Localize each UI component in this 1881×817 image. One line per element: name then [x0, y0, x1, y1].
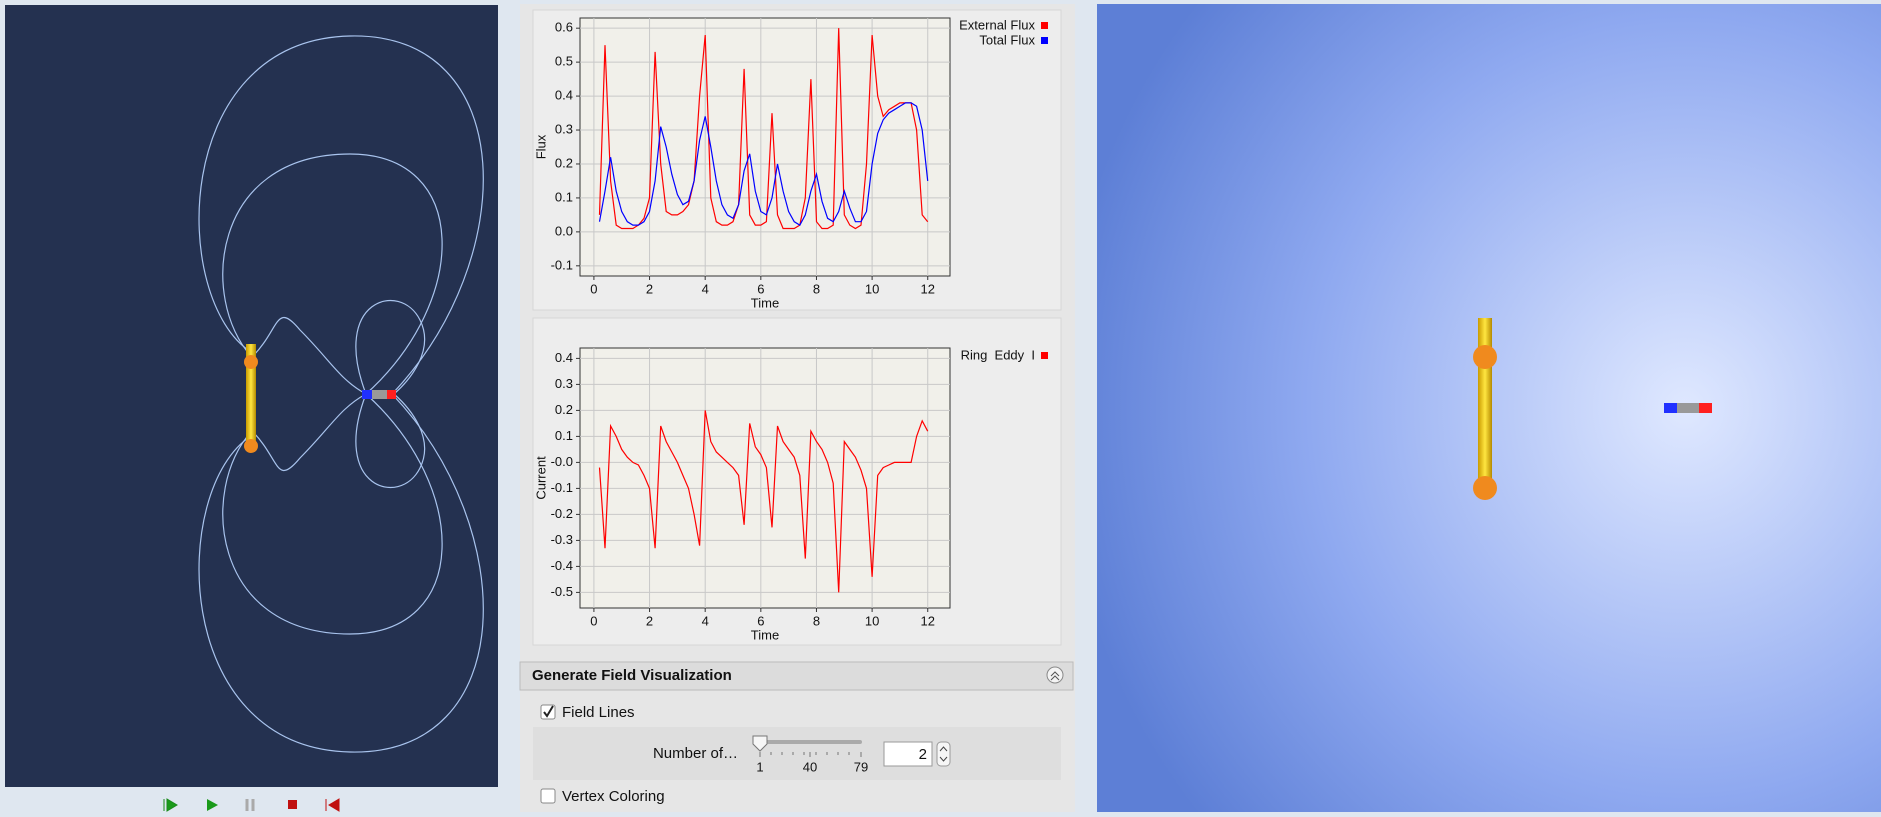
y-tick-label: 0.3 [555, 121, 573, 136]
y-tick-label: -0.2 [551, 506, 573, 521]
legend-label: Total Flux [979, 32, 1035, 47]
magnet-body [372, 390, 387, 399]
y-tick-label: 0.3 [555, 376, 573, 391]
y-tick-label: -0.0 [551, 454, 573, 469]
panel-header [519, 661, 1074, 691]
x-tick-label: 2 [646, 613, 653, 628]
legend-swatch [1041, 352, 1048, 359]
field-lines [198, 35, 484, 753]
slider-tick-label: 1 [756, 759, 763, 774]
y-tick-label: 0.6 [555, 20, 573, 35]
y-axis-label: Flux [533, 134, 548, 159]
legend-swatch [1041, 22, 1048, 29]
x-tick-label: 8 [813, 613, 820, 628]
x-tick-label: 12 [921, 613, 935, 628]
y-tick-label: 0.5 [555, 54, 573, 69]
y-axis-label: Current [533, 456, 548, 500]
x-tick-label: 12 [921, 281, 935, 296]
ring-rod [246, 344, 256, 446]
legend-swatch [1041, 37, 1048, 44]
checkmark [543, 705, 554, 718]
y-tick-label: -0.1 [551, 480, 573, 495]
pause-button[interactable] [245, 799, 255, 811]
collapse-button[interactable] [1046, 666, 1064, 684]
x-tick-label: 4 [702, 613, 709, 628]
step-button[interactable] [163, 798, 178, 812]
y-tick-label: -0.5 [551, 584, 573, 599]
y-tick-label: 0.1 [555, 428, 573, 443]
plot-area [579, 17, 951, 277]
y-tick-label: 0.4 [555, 88, 573, 103]
x-axis-label: Time [751, 295, 779, 310]
y-tick-label: 0.4 [555, 350, 573, 365]
x-tick-label: 8 [813, 281, 820, 296]
checkbox-label: Field Lines [562, 704, 635, 721]
number-input[interactable] [883, 741, 933, 767]
legend-label: External Flux [959, 17, 1035, 32]
x-tick-label: 10 [865, 613, 879, 628]
magnet-south [1664, 403, 1677, 413]
x-tick-label: 2 [646, 281, 653, 296]
legend-label: Ring Eddy I [961, 347, 1035, 362]
magnet-north [1699, 403, 1712, 413]
number-value: 2 [919, 746, 927, 763]
rewind-button[interactable] [325, 798, 340, 812]
x-tick-label: 4 [702, 281, 709, 296]
y-tick-label: -0.3 [551, 532, 573, 547]
y-tick-label: 0.0 [555, 223, 573, 238]
x-tick-label: 0 [590, 613, 597, 628]
ring-ball [244, 355, 258, 369]
magnet-body [1677, 403, 1699, 413]
slider-tick-marks [759, 752, 862, 757]
stepper-icon [939, 746, 948, 762]
slider-label: Number of… [653, 745, 738, 762]
series-line [598, 28, 929, 230]
x-tick-label: 6 [757, 613, 764, 628]
checkbox-label: Vertex Coloring [562, 788, 665, 805]
slider-thumb[interactable] [752, 735, 768, 752]
playback-controls [163, 798, 340, 812]
play-button[interactable] [207, 799, 218, 811]
x-axis-label: Time [751, 627, 779, 642]
x-tick-label: 10 [865, 281, 879, 296]
series-line [598, 102, 929, 226]
ring-rod [1478, 318, 1492, 490]
y-tick-label: 0.2 [555, 155, 573, 170]
y-tick-label: -0.1 [551, 257, 573, 272]
y-tick-label: -0.4 [551, 558, 573, 573]
plot-area [579, 347, 951, 609]
ring-ball [244, 439, 258, 453]
panel-title: Generate Field Visualization [532, 667, 732, 684]
ring-ball [1473, 345, 1497, 369]
slider-tick-label: 79 [854, 759, 868, 774]
y-tick-label: 0.1 [555, 189, 573, 204]
x-tick-label: 0 [590, 281, 597, 296]
checkbox[interactable] [540, 788, 556, 804]
x-tick-label: 6 [757, 281, 764, 296]
magnet-south [362, 390, 372, 399]
collapse-icon [1050, 671, 1060, 681]
slider-track [755, 740, 862, 744]
series-line [598, 410, 929, 593]
slider-row [533, 727, 1061, 780]
slider-tick-label: 40 [803, 759, 817, 774]
y-tick-label: 0.2 [555, 402, 573, 417]
stepper[interactable] [936, 741, 951, 767]
magnet-north [387, 390, 396, 399]
ring-ball [1473, 476, 1497, 500]
stop-button[interactable] [288, 800, 297, 809]
